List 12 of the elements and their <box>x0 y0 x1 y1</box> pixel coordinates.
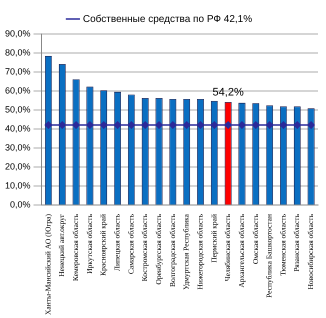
y-tick-label: 10,0% <box>4 180 31 190</box>
y-tick-label: 90,0% <box>4 28 31 38</box>
y-tick-label: 20,0% <box>4 161 31 172</box>
legend-label: Собственные средства по РФ 42,1% <box>82 14 252 25</box>
y-tick-label: 30,0% <box>4 142 31 152</box>
y-tick-label: 70,0% <box>4 66 31 76</box>
y-tick-label: 60,0% <box>4 85 31 96</box>
y-tick-label: 50,0% <box>4 104 31 114</box>
data-label: 54,2% <box>212 86 244 99</box>
y-tick-label: 0,0% <box>10 199 31 210</box>
y-tick-label: 40,0% <box>4 123 31 134</box>
y-tick-label: 80,0% <box>4 47 31 58</box>
